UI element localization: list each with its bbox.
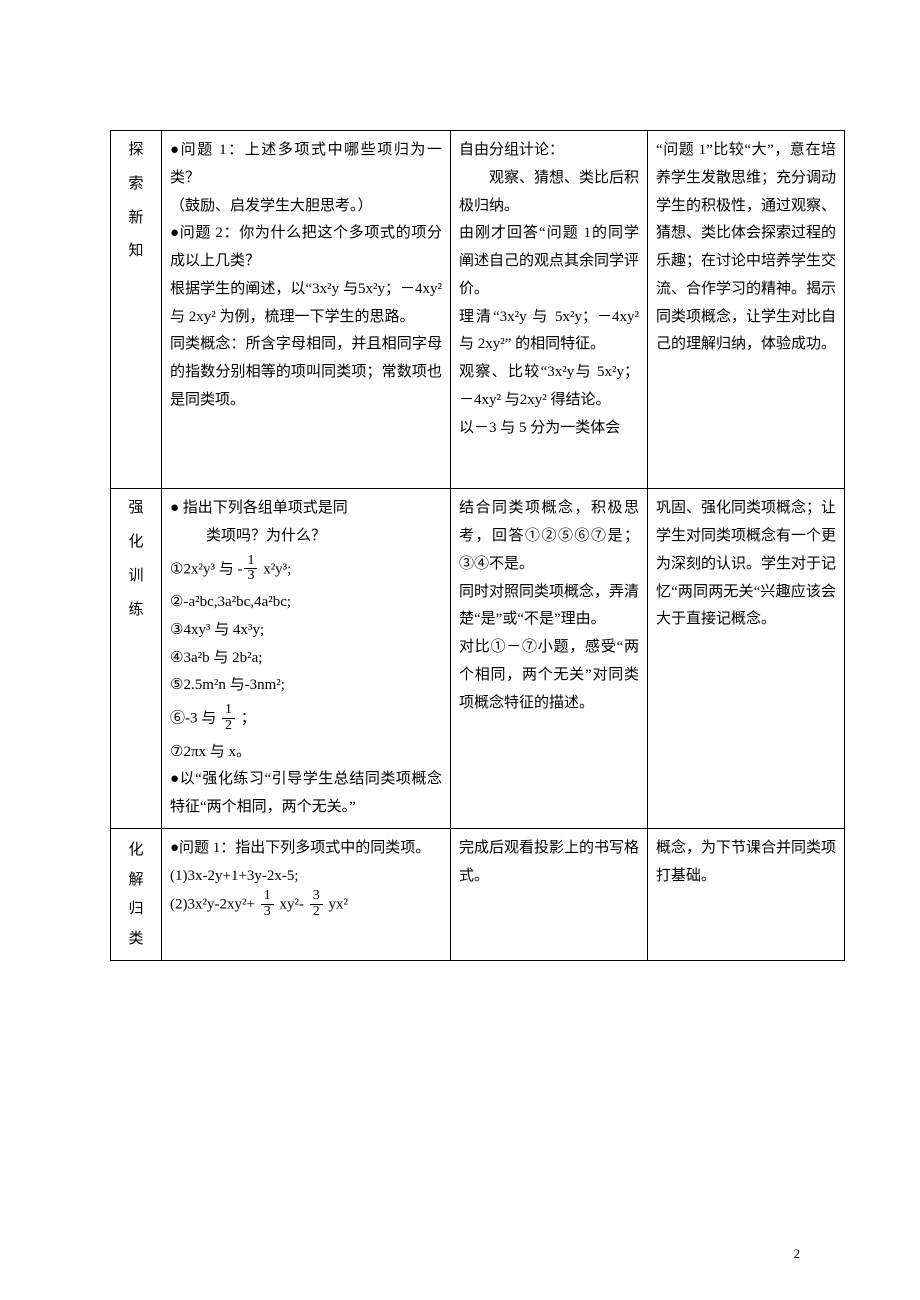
- row-label-cell: 化 解 归 类: [111, 828, 162, 960]
- list-item: ②-a²bc,3a²bc,4a²bc;: [170, 589, 442, 617]
- text: 由刚才回答“问题 1的同学阐述自己的观点其余同学评价。: [459, 225, 639, 297]
- label-char: 训: [128, 563, 143, 591]
- label-char: 索: [128, 171, 143, 199]
- list-item: ③4xy³ 与 4x³y;: [170, 617, 442, 645]
- teacher-activity-cell: ●问题 1：指出下列多项式中的同类项。 (1)3x-2y+1+3y-2x-5; …: [162, 828, 451, 960]
- text: 概念，为下节课合并同类项打基础。: [656, 840, 836, 884]
- list-item: (2)3x²y-2xy²+ 13 xy²- 32 yx²: [170, 890, 442, 920]
- text: yx²: [325, 897, 348, 913]
- list-item: ④3a²b 与 2b²a;: [170, 645, 442, 673]
- teacher-activity-cell: ● 指出下列各组单项式是同 类项吗？为什么？ ①2x²y³ 与 -13 x²y³…: [162, 489, 451, 829]
- row-label-cell: 强 化 训 练: [111, 489, 162, 829]
- page-number: 2: [794, 1246, 801, 1262]
- fraction: 12: [222, 703, 235, 733]
- list-item: ⑥-3 与 12 ；: [170, 704, 442, 734]
- text: ● 指出下列各组单项式是同: [170, 500, 348, 516]
- label-char: 化: [128, 837, 143, 865]
- text: “问题 1”比较“大”，意在培养学生发散思维；充分调动学生的积极性，通过观察、猜…: [656, 142, 836, 352]
- label-char: 强: [128, 495, 143, 523]
- list-item: ⑤2.5m²n 与-3nm²;: [170, 672, 442, 700]
- text: 同类概念：所含字母相同，并且相同字母的指数分别相等的项叫同类项；常数项也是同类项…: [170, 336, 442, 408]
- text: xy²-: [276, 897, 308, 913]
- fraction: 13: [244, 554, 257, 584]
- text: ●问题 2：你为什么把这个多项式的项分成以上几类？: [170, 225, 442, 269]
- text: 完成后观看投影上的书写格式。: [459, 840, 639, 884]
- table-row: 探 索 新 知 ●问题 1：上述多项式中哪些项归为一类？ （鼓励、启发学生大胆思…: [111, 131, 845, 489]
- label-char: 练: [128, 597, 143, 625]
- text: ●问题 1：指出下列多项式中的同类项。: [170, 835, 442, 863]
- text: ①2x²y³ 与 -: [170, 561, 242, 577]
- label-char: 解: [128, 867, 143, 895]
- design-intent-cell: 巩固、强化同类项概念；让学生对同类项概念有一个更为深刻的认识。学生对于记忆“两同…: [648, 489, 845, 829]
- text: 类项吗？为什么？: [188, 528, 326, 544]
- text: (2)3x²y-2xy²+: [170, 897, 259, 913]
- design-intent-cell: 概念，为下节课合并同类项打基础。: [648, 828, 845, 960]
- text: 理清“3x²y 与 5x²y；－4xy² 与 2xy²” 的相同特征。: [459, 309, 639, 353]
- text: 根据学生的阐述，以“3x²y 与5x²y；－4xy² 与 2xy² 为例，梳理一…: [170, 281, 442, 325]
- list-item: ①2x²y³ 与 -13 x²y³;: [170, 555, 442, 585]
- text: ⑥-3 与: [170, 711, 220, 727]
- teacher-activity-cell: ●问题 1：上述多项式中哪些项归为一类？ （鼓励、启发学生大胆思考。） ●问题 …: [162, 131, 451, 489]
- table-row: 化 解 归 类 ●问题 1：指出下列多项式中的同类项。 (1)3x-2y+1+3…: [111, 828, 845, 960]
- label-char: 归: [128, 896, 143, 924]
- text: 巩固、强化同类项概念；让学生对同类项概念有一个更为深刻的认识。学生对于记忆“两同…: [656, 500, 836, 627]
- text: ；: [237, 711, 256, 727]
- list-item: ⑦2πx 与 x。: [170, 739, 442, 767]
- fraction: 13: [261, 889, 274, 919]
- design-intent-cell: “问题 1”比较“大”，意在培养学生发散思维；充分调动学生的积极性，通过观察、猜…: [648, 131, 845, 489]
- text: 观察、猜想、类比后积极归纳。: [459, 165, 639, 221]
- text: 结合同类项概念，积极思考，回答①②⑤⑥⑦是；③④不是。: [459, 500, 639, 572]
- text: 自由分组计论：: [459, 142, 564, 158]
- text: 观察、比较“3x²y与 5x²y；－4xy² 与2xy² 得结论。: [459, 364, 639, 408]
- student-activity-cell: 完成后观看投影上的书写格式。: [451, 828, 648, 960]
- student-activity-cell: 结合同类项概念，积极思考，回答①②⑤⑥⑦是；③④不是。 同时对照同类项概念，弄清…: [451, 489, 648, 829]
- label-char: 知: [128, 238, 143, 266]
- label-char: 化: [128, 529, 143, 557]
- label-char: 探: [128, 137, 143, 165]
- lesson-table: 探 索 新 知 ●问题 1：上述多项式中哪些项归为一类？ （鼓励、启发学生大胆思…: [110, 130, 845, 961]
- label-char: 新: [128, 205, 143, 233]
- table-row: 强 化 训 练 ● 指出下列各组单项式是同 类项吗？为什么？ ①2x²y³ 与 …: [111, 489, 845, 829]
- text: x²y³;: [259, 561, 291, 577]
- text: (1)3x-2y+1+3y-2x-5;: [170, 863, 442, 891]
- text: （鼓励、启发学生大胆思考。）: [170, 198, 373, 214]
- page: 探 索 新 知 ●问题 1：上述多项式中哪些项归为一类？ （鼓励、启发学生大胆思…: [0, 0, 920, 1300]
- student-activity-cell: 自由分组计论： 观察、猜想、类比后积极归纳。 由刚才回答“问题 1的同学阐述自己…: [451, 131, 648, 489]
- text: ●问题 1：上述多项式中哪些项归为一类？: [170, 142, 442, 186]
- row-label-cell: 探 索 新 知: [111, 131, 162, 489]
- text: 对比①－⑦小题，感受“两个相同，两个无关”对同类项概念特征的描述。: [459, 639, 639, 711]
- text: 同时对照同类项概念，弄清楚“是”或“不是”理由。: [459, 584, 639, 628]
- text: 以－3 与 5 分为一类体会: [459, 420, 620, 436]
- fraction: 32: [310, 889, 323, 919]
- text: ●以“强化练习“引导学生总结同类项概念特征“两个相同，两个无关。”: [170, 766, 442, 822]
- label-char: 类: [128, 926, 143, 954]
